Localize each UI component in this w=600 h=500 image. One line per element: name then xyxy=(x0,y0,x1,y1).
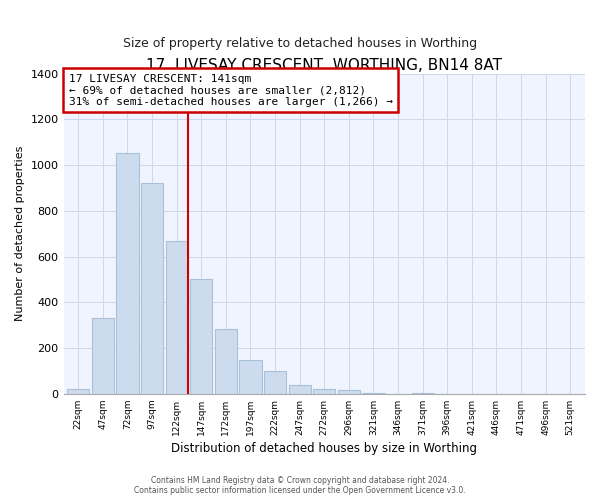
Bar xyxy=(141,184,163,394)
Bar xyxy=(313,389,335,394)
Text: Contains HM Land Registry data © Crown copyright and database right 2024.
Contai: Contains HM Land Registry data © Crown c… xyxy=(134,476,466,495)
X-axis label: Distribution of detached houses by size in Worthing: Distribution of detached houses by size … xyxy=(171,442,477,455)
Bar xyxy=(166,240,188,394)
Bar xyxy=(92,318,114,394)
Bar xyxy=(412,392,434,394)
Bar xyxy=(362,392,385,394)
Title: 17, LIVESAY CRESCENT, WORTHING, BN14 8AT: 17, LIVESAY CRESCENT, WORTHING, BN14 8AT xyxy=(146,58,502,72)
Bar xyxy=(264,371,286,394)
Text: 17 LIVESAY CRESCENT: 141sqm
← 69% of detached houses are smaller (2,812)
31% of : 17 LIVESAY CRESCENT: 141sqm ← 69% of det… xyxy=(69,74,393,107)
Bar xyxy=(116,152,139,394)
Text: Size of property relative to detached houses in Worthing: Size of property relative to detached ho… xyxy=(123,38,477,51)
Bar xyxy=(215,328,237,394)
Bar xyxy=(239,360,262,394)
Bar xyxy=(67,389,89,394)
Y-axis label: Number of detached properties: Number of detached properties xyxy=(15,146,25,322)
Bar xyxy=(289,384,311,394)
Bar xyxy=(338,390,360,394)
Bar xyxy=(190,280,212,394)
